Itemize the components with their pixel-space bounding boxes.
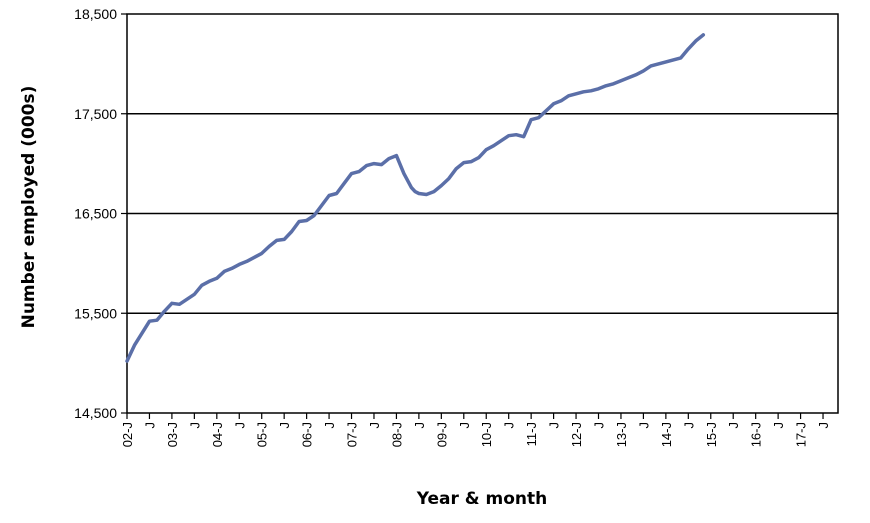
y-axis-title: Number employed (000s) bbox=[19, 86, 39, 329]
y-tick-label: 15,500 bbox=[74, 305, 117, 321]
x-tick-label: J bbox=[502, 422, 517, 429]
series-line bbox=[125, 33, 706, 363]
x-tick-label: J bbox=[726, 422, 741, 429]
x-tick-label: 13-J bbox=[614, 422, 629, 447]
x-tick-label: 03-J bbox=[165, 422, 180, 447]
x-tick-label: J bbox=[367, 422, 382, 429]
x-tick-label: 08-J bbox=[389, 422, 404, 447]
x-tick-label: J bbox=[681, 422, 696, 429]
x-tick-label: J bbox=[457, 422, 472, 429]
x-tick-label: J bbox=[322, 422, 337, 429]
x-tick-label: J bbox=[142, 422, 157, 429]
x-tick-label: 15-J bbox=[704, 422, 719, 447]
x-tick-label: J bbox=[412, 422, 427, 429]
x-tick-label: J bbox=[816, 422, 831, 429]
x-tick-label: 11-J bbox=[524, 422, 539, 446]
x-tick-label: J bbox=[187, 422, 202, 429]
gridlines bbox=[127, 113, 838, 314]
x-tick-label: J bbox=[547, 422, 562, 429]
y-axis-ticks: 14,500 15,500 16,500 17,500 18,500 bbox=[74, 6, 127, 421]
x-tick-label: J bbox=[277, 422, 292, 429]
x-tick-label: J bbox=[636, 422, 651, 429]
x-tick-label: 05-J bbox=[255, 422, 270, 447]
x-tick-label: 17-J bbox=[794, 422, 809, 447]
x-tick-label: 12-J bbox=[569, 422, 584, 447]
x-tick-label: 02-J bbox=[120, 422, 135, 447]
x-tick-label: 04-J bbox=[210, 422, 225, 447]
x-tick-label: 14-J bbox=[659, 422, 674, 447]
x-axis-title: Year & month bbox=[416, 489, 548, 509]
x-tick-label: 06-J bbox=[300, 422, 315, 447]
x-tick-label: 07-J bbox=[345, 422, 360, 447]
x-tick-label: J bbox=[771, 422, 786, 429]
x-tick-label: J bbox=[592, 422, 607, 429]
x-tick-label: 16-J bbox=[749, 422, 764, 447]
x-axis-ticks: 02-J J 03-J J 04-J J 05-J J 06-J J 07-J J 08-J J 09-J J… bbox=[120, 413, 831, 447]
y-tick-label: 18,500 bbox=[74, 6, 117, 22]
y-tick-label: 17,500 bbox=[74, 106, 117, 122]
x-tick-label: J bbox=[232, 422, 247, 429]
x-tick-label: 10-J bbox=[479, 422, 494, 447]
x-tick-label: 09-J bbox=[434, 422, 449, 447]
y-tick-label: 14,500 bbox=[74, 405, 117, 421]
y-tick-label: 16,500 bbox=[74, 206, 117, 222]
